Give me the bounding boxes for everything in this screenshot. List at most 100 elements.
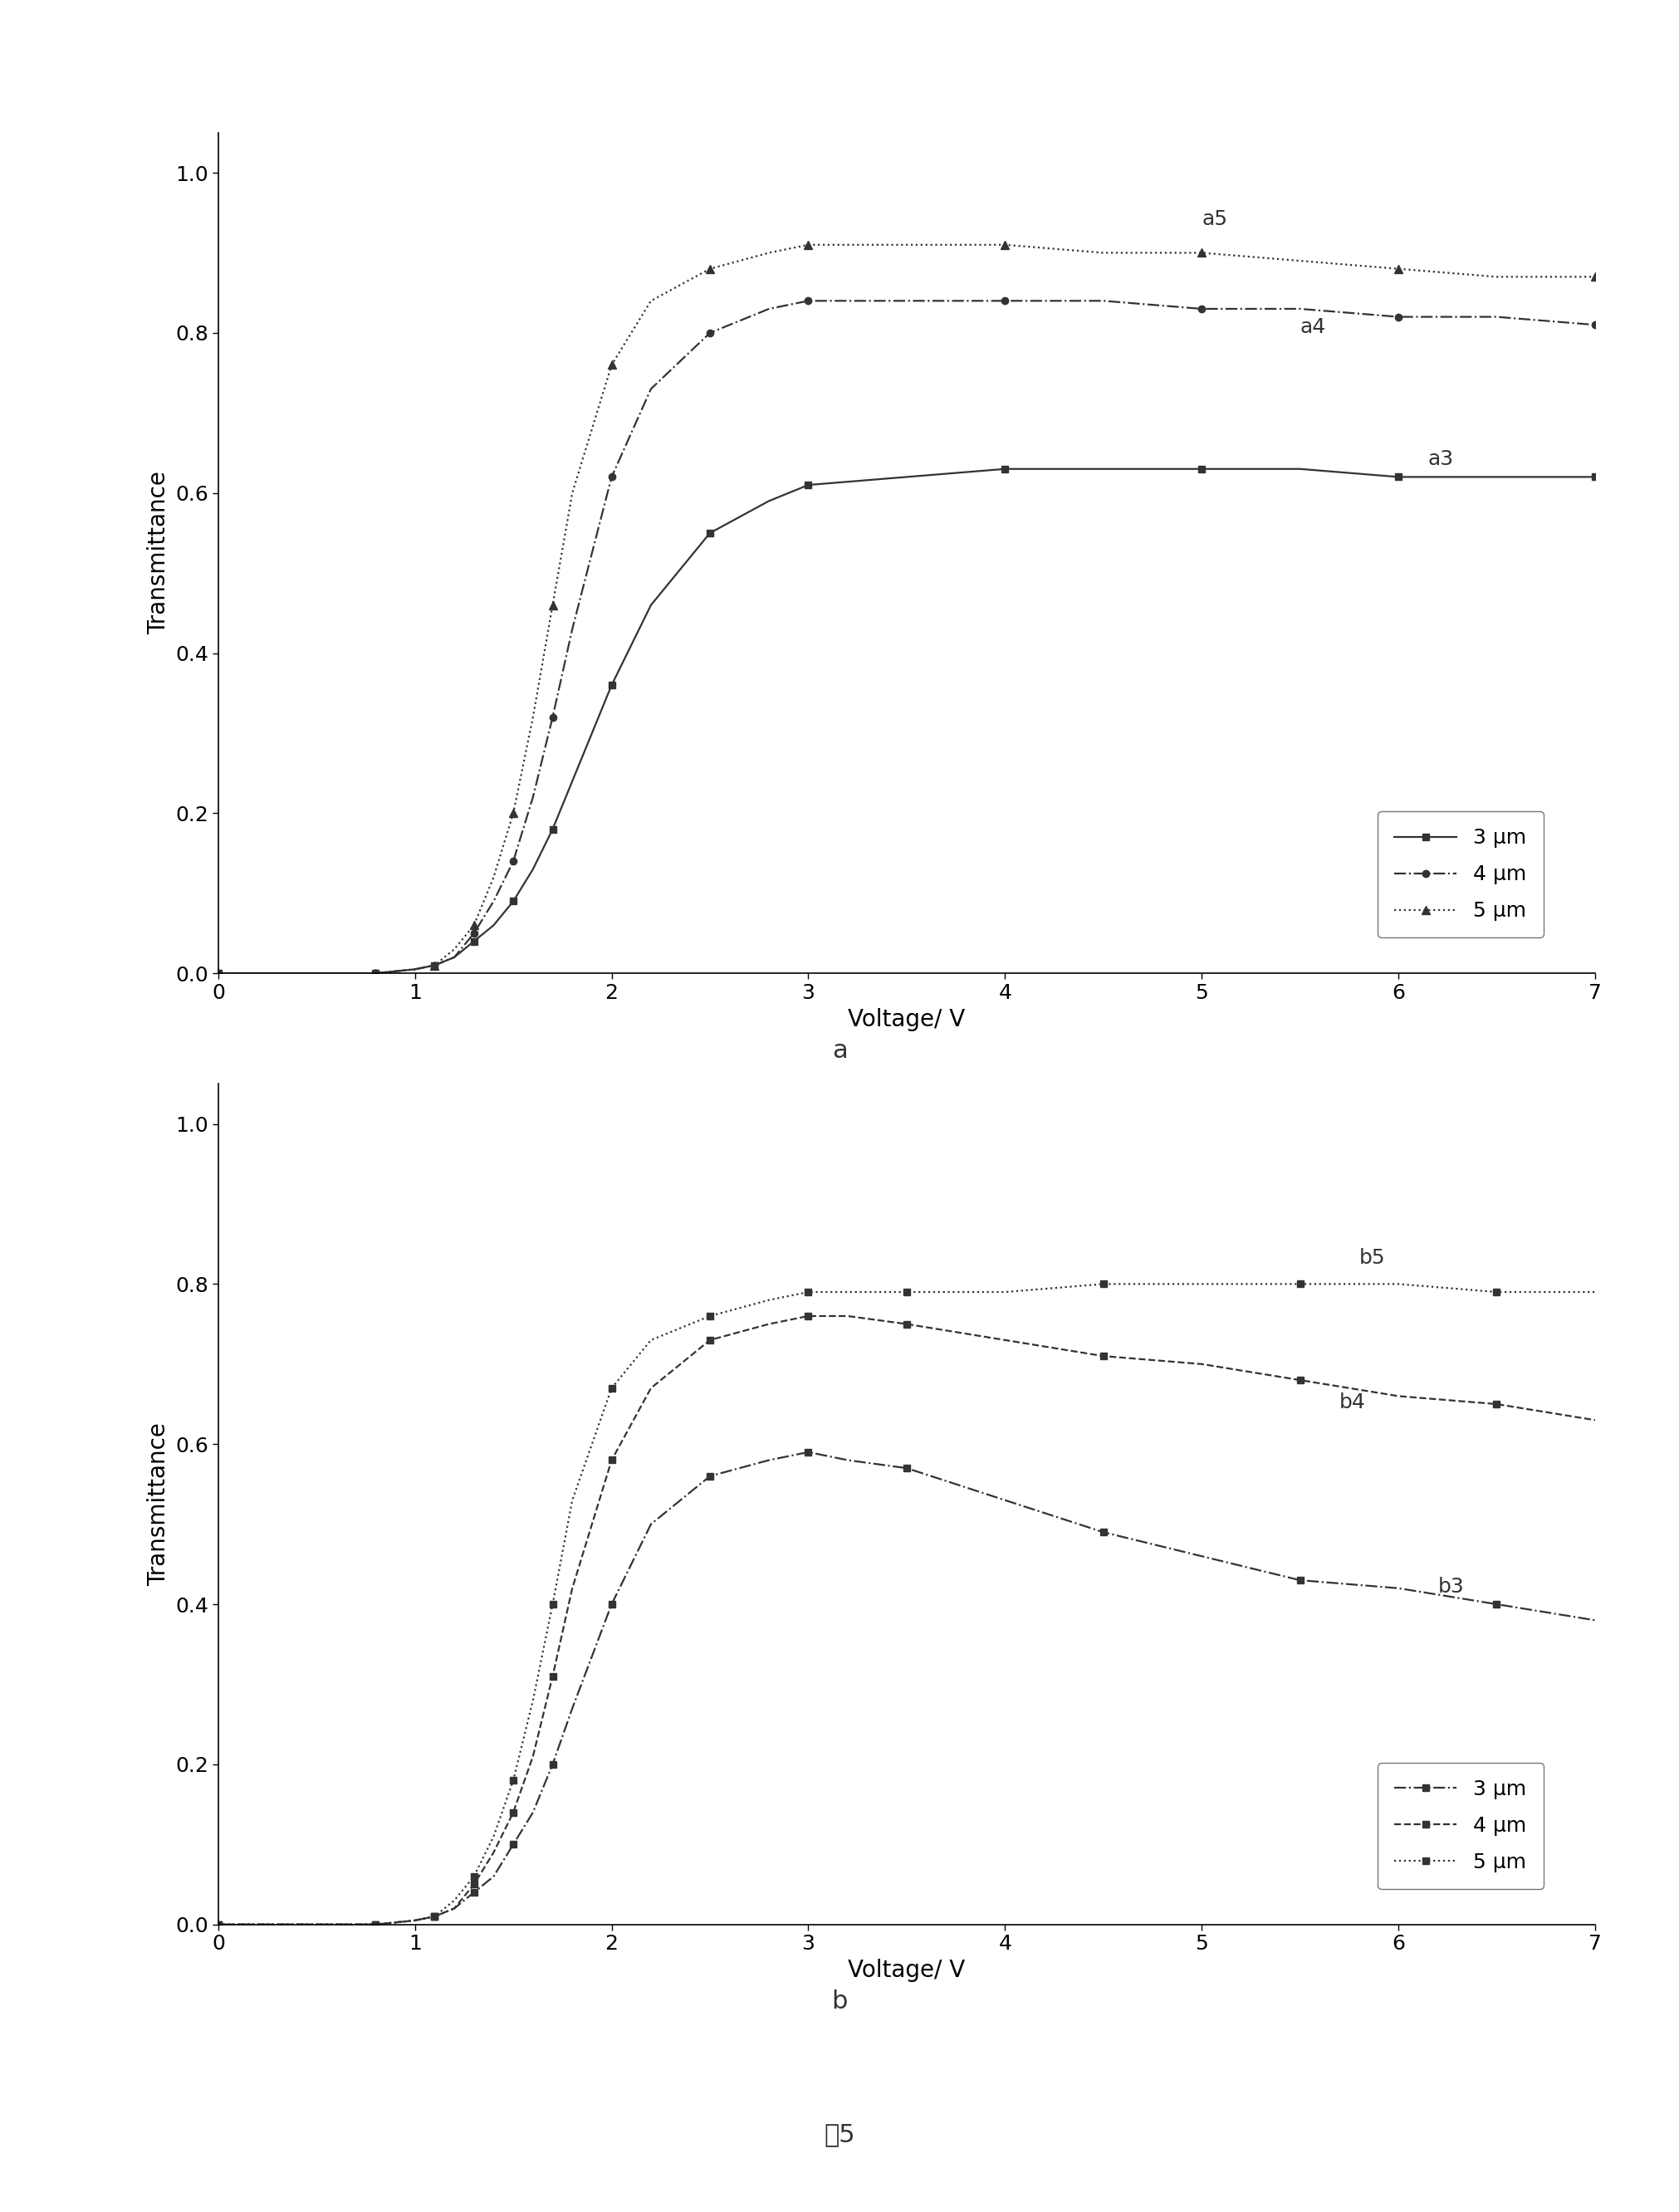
3 μm <box>1192 1544 1212 1571</box>
5 μm <box>562 480 583 507</box>
5 μm <box>522 703 542 730</box>
4 μm <box>1289 1367 1310 1394</box>
4 μm <box>484 887 504 914</box>
5 μm <box>1585 1279 1605 1305</box>
3 μm <box>542 816 562 843</box>
4 μm <box>504 1798 524 1825</box>
5 μm <box>1289 1270 1310 1296</box>
5 μm <box>601 352 621 378</box>
5 μm <box>641 288 662 314</box>
Text: b3: b3 <box>1437 1577 1464 1597</box>
5 μm <box>1486 263 1506 290</box>
3 μm <box>1585 465 1605 491</box>
4 μm <box>838 1303 858 1329</box>
4 μm <box>641 376 662 403</box>
4 μm <box>700 319 720 345</box>
4 μm <box>700 1327 720 1354</box>
5 μm <box>504 801 524 827</box>
Line: 4 μm: 4 μm <box>215 296 1598 978</box>
4 μm <box>1093 288 1113 314</box>
5 μm <box>759 1287 779 1314</box>
3 μm <box>522 856 542 883</box>
4 μm <box>366 960 386 987</box>
5 μm <box>445 936 465 962</box>
4 μm <box>208 960 228 987</box>
4 μm <box>996 1327 1016 1354</box>
5 μm <box>1192 239 1212 265</box>
Text: b4: b4 <box>1340 1391 1365 1411</box>
5 μm <box>1192 1270 1212 1296</box>
Y-axis label: Transmittance: Transmittance <box>148 1422 171 1586</box>
3 μm <box>1585 1606 1605 1632</box>
5 μm <box>366 960 386 987</box>
4 μm <box>542 703 562 730</box>
4 μm <box>405 956 425 982</box>
Line: 3 μm: 3 μm <box>215 465 1598 978</box>
4 μm <box>562 1575 583 1601</box>
4 μm <box>759 1312 779 1338</box>
5 μm <box>307 960 327 987</box>
3 μm <box>798 471 818 498</box>
5 μm <box>1585 263 1605 290</box>
3 μm <box>897 1455 917 1482</box>
3 μm <box>484 911 504 938</box>
4 μm <box>996 288 1016 314</box>
5 μm <box>542 593 562 619</box>
3 μm <box>1389 465 1409 491</box>
4 μm <box>208 1911 228 1938</box>
5 μm <box>307 1911 327 1938</box>
4 μm <box>1389 1382 1409 1409</box>
5 μm <box>562 1486 583 1513</box>
4 μm <box>425 1902 445 1929</box>
3 μm <box>307 1911 327 1938</box>
4 μm <box>897 1312 917 1338</box>
Text: a: a <box>831 1040 848 1062</box>
5 μm <box>798 232 818 259</box>
5 μm <box>838 1279 858 1305</box>
Text: b5: b5 <box>1358 1248 1385 1267</box>
3 μm <box>1192 456 1212 482</box>
3 μm <box>641 1511 662 1537</box>
3 μm <box>601 672 621 699</box>
Legend: 3 μm, 4 μm, 5 μm: 3 μm, 4 μm, 5 μm <box>1378 1763 1543 1889</box>
3 μm <box>759 487 779 513</box>
Y-axis label: Transmittance: Transmittance <box>148 471 171 635</box>
5 μm <box>897 1279 917 1305</box>
5 μm <box>759 239 779 265</box>
3 μm <box>405 1907 425 1933</box>
3 μm <box>759 1447 779 1473</box>
3 μm <box>1289 456 1310 482</box>
5 μm <box>463 1863 484 1889</box>
4 μm <box>307 1911 327 1938</box>
4 μm <box>1289 296 1310 323</box>
5 μm <box>897 232 917 259</box>
3 μm <box>1289 1566 1310 1593</box>
Line: 3 μm: 3 μm <box>215 1449 1598 1929</box>
5 μm <box>700 1303 720 1329</box>
5 μm <box>208 960 228 987</box>
5 μm <box>1389 257 1409 283</box>
5 μm <box>463 911 484 938</box>
5 μm <box>208 1911 228 1938</box>
4 μm <box>522 783 542 810</box>
Text: a5: a5 <box>1202 208 1227 228</box>
3 μm <box>425 1902 445 1929</box>
5 μm <box>1486 1279 1506 1305</box>
5 μm <box>504 1767 524 1794</box>
Legend: 3 μm, 4 μm, 5 μm: 3 μm, 4 μm, 5 μm <box>1378 812 1543 938</box>
4 μm <box>1389 303 1409 330</box>
3 μm <box>307 960 327 987</box>
3 μm <box>641 593 662 619</box>
5 μm <box>996 1279 1016 1305</box>
3 μm <box>996 456 1016 482</box>
5 μm <box>1389 1270 1409 1296</box>
Text: b: b <box>831 1991 848 2013</box>
4 μm <box>601 465 621 491</box>
4 μm <box>425 951 445 978</box>
5 μm <box>425 951 445 978</box>
4 μm <box>307 960 327 987</box>
5 μm <box>484 865 504 891</box>
Text: a4: a4 <box>1300 316 1326 336</box>
5 μm <box>522 1688 542 1714</box>
4 μm <box>463 920 484 947</box>
